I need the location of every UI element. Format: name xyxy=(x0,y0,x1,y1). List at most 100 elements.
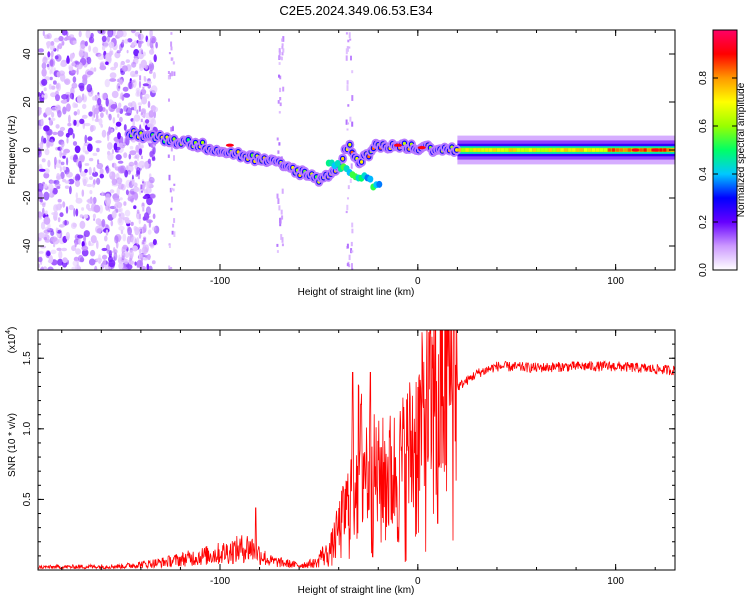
noise-cell xyxy=(55,227,58,233)
noise-cell xyxy=(93,67,97,72)
noise-cell xyxy=(139,91,143,100)
noise-cell xyxy=(97,53,105,60)
noise-cell xyxy=(118,216,123,224)
noise-streak xyxy=(351,268,354,270)
noise-streak xyxy=(141,112,143,115)
noise-streak xyxy=(138,142,141,146)
noise-cell xyxy=(84,41,88,47)
noise-cell xyxy=(101,191,104,197)
noise-cell xyxy=(58,224,65,228)
noise-cell xyxy=(105,61,109,65)
noise-cell xyxy=(79,220,86,229)
noise-cell xyxy=(116,82,121,92)
noise-cell xyxy=(73,208,76,217)
noise-cell xyxy=(146,80,152,85)
noise-cell xyxy=(67,127,74,136)
noise-streak xyxy=(345,32,348,35)
noise-streak xyxy=(170,57,173,61)
noise-cell xyxy=(136,109,139,115)
noise-streak xyxy=(143,76,146,81)
noise-streak xyxy=(139,229,142,232)
noise-cell xyxy=(88,258,96,266)
noise-cell xyxy=(90,235,97,244)
noise-cell xyxy=(151,260,156,265)
noise-streak xyxy=(351,228,354,234)
noise-cell xyxy=(108,103,111,111)
noise-streak xyxy=(346,85,349,91)
noise-cell xyxy=(41,78,48,86)
noise-cell xyxy=(71,266,79,270)
noise-cell xyxy=(41,68,47,77)
ridge-core xyxy=(607,148,612,152)
noise-cell xyxy=(38,182,44,192)
noise-cell xyxy=(132,73,139,77)
noise-cell xyxy=(65,206,69,214)
noise-cell xyxy=(43,137,47,144)
noise-cell xyxy=(133,182,138,187)
snr-scale-label: (x104) xyxy=(5,327,18,354)
noise-streak xyxy=(351,121,354,127)
spectrogram-ticks: -100 0 100 -40 -20 0 20 40 xyxy=(22,30,675,287)
noise-cell xyxy=(97,97,102,106)
noise-cell xyxy=(149,193,156,199)
noise-cell xyxy=(83,51,88,59)
noise-cell xyxy=(78,30,82,38)
noise-cell xyxy=(142,51,146,57)
noise-cell xyxy=(131,42,135,48)
noise-cell xyxy=(75,248,82,255)
noise-cell xyxy=(142,83,149,87)
noise-streak xyxy=(139,63,142,69)
noise-cell xyxy=(95,218,102,225)
noise-cell xyxy=(118,262,124,270)
snr-ylabel: SNR (10 * v/v) xyxy=(7,413,18,477)
ridge-blob xyxy=(334,160,341,167)
noise-cell xyxy=(111,162,117,169)
noise-cell xyxy=(149,30,153,38)
noise-cell xyxy=(54,156,57,166)
noise-streak xyxy=(281,215,284,220)
noise-cell xyxy=(78,238,81,245)
noise-streak xyxy=(167,71,170,74)
noise-cell xyxy=(53,211,58,217)
noise-cell xyxy=(43,183,48,188)
noise-cell xyxy=(148,110,154,118)
noise-streak xyxy=(348,32,351,38)
noise-cell xyxy=(48,255,54,264)
noise-cell xyxy=(149,70,153,74)
noise-cell xyxy=(50,236,58,243)
noise-cell xyxy=(128,161,135,167)
noise-streak xyxy=(347,39,350,43)
ridge-core xyxy=(568,148,572,152)
noise-cell xyxy=(61,40,65,46)
noise-cell xyxy=(148,176,155,184)
noise-streak xyxy=(139,268,142,270)
noise-streak xyxy=(347,185,350,190)
noise-streak xyxy=(143,181,146,186)
ridge-core xyxy=(512,148,517,152)
ridge-peak xyxy=(631,148,640,152)
noise-cell xyxy=(122,86,129,92)
noise-cell xyxy=(53,204,59,213)
noise-streak xyxy=(280,209,283,215)
noise-cell xyxy=(87,143,93,152)
noise-cell xyxy=(131,179,134,186)
noise-cell xyxy=(62,152,67,156)
noise-streak xyxy=(351,222,354,228)
noise-cell xyxy=(92,46,99,54)
noise-streak xyxy=(167,75,170,80)
noise-cell xyxy=(119,197,123,201)
noise-cell xyxy=(145,206,152,216)
ridge-core xyxy=(599,148,604,152)
noise-cell xyxy=(122,233,127,242)
noise-streak xyxy=(138,214,141,219)
colorbar-label: Normalized spectral amplitude xyxy=(736,82,747,217)
noise-cell xyxy=(115,201,119,206)
snr-scale-base: (x10 xyxy=(7,333,18,353)
noise-cell xyxy=(98,118,103,126)
noise-cell xyxy=(41,94,44,98)
noise-streak xyxy=(172,61,175,65)
noise-cell xyxy=(57,217,61,223)
noise-cell xyxy=(47,141,51,149)
noise-cell xyxy=(129,249,134,259)
noise-cell xyxy=(97,30,104,34)
